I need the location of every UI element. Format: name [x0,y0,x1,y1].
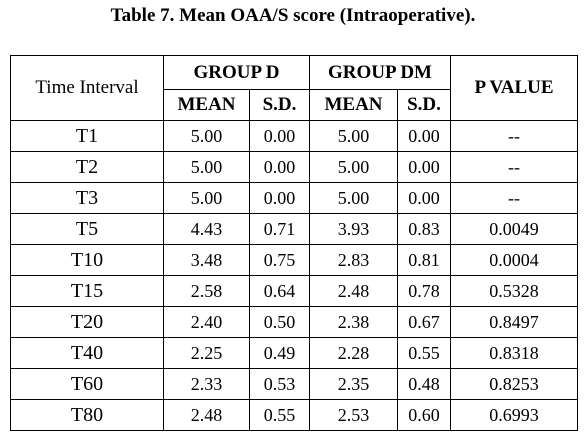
table-row: T80 2.48 0.55 2.53 0.60 0.6993 [10,399,578,431]
group-dm-sd-cell: 0.00 [397,120,451,152]
group-dm-sd-cell: 0.60 [397,399,451,431]
oaas-score-table: Time Interval GROUP D GROUP DM P VALUE M… [10,55,578,431]
group-dm-mean-cell: 2.38 [309,306,398,338]
group-d-mean-cell: 4.43 [163,213,250,245]
column-header-time-interval: Time Interval [10,55,164,121]
p-value-cell: 0.8253 [450,368,578,400]
table-row: T60 2.33 0.53 2.35 0.48 0.8253 [10,368,578,400]
table-row: T2 5.00 0.00 5.00 0.00 -- [10,151,578,183]
column-header-group-d-mean: MEAN [163,89,250,121]
column-header-group-d: GROUP D [163,55,310,90]
column-header-p-value: P VALUE [450,55,578,121]
time-interval-cell: T80 [10,399,164,431]
group-d-sd-cell: 0.00 [249,120,310,152]
time-interval-cell: T2 [10,151,164,183]
group-dm-sd-cell: 0.00 [397,182,451,214]
group-dm-mean-cell: 2.28 [309,337,398,369]
time-interval-cell: T1 [10,120,164,152]
column-header-group-dm-sd: S.D. [397,89,451,121]
group-d-mean-cell: 2.40 [163,306,250,338]
p-value-cell: 0.0004 [450,244,578,276]
p-value-cell: -- [450,182,578,214]
group-dm-sd-cell: 0.67 [397,306,451,338]
group-d-mean-cell: 5.00 [163,182,250,214]
group-dm-mean-cell: 2.48 [309,275,398,307]
group-d-mean-cell: 3.48 [163,244,250,276]
group-d-sd-cell: 0.71 [249,213,310,245]
group-dm-mean-cell: 2.53 [309,399,398,431]
time-interval-cell: T15 [10,275,164,307]
group-d-sd-cell: 0.50 [249,306,310,338]
group-d-sd-cell: 0.49 [249,337,310,369]
group-dm-mean-cell: 3.93 [309,213,398,245]
table-row: T15 2.58 0.64 2.48 0.78 0.5328 [10,275,578,307]
group-dm-mean-cell: 5.00 [309,182,398,214]
group-dm-sd-cell: 0.55 [397,337,451,369]
group-dm-mean-cell: 5.00 [309,120,398,152]
group-d-sd-cell: 0.75 [249,244,310,276]
group-d-sd-cell: 0.55 [249,399,310,431]
p-value-cell: 0.5328 [450,275,578,307]
group-dm-mean-cell: 5.00 [309,151,398,183]
time-interval-cell: T3 [10,182,164,214]
p-value-cell: -- [450,120,578,152]
column-header-group-d-sd: S.D. [249,89,310,121]
group-d-sd-cell: 0.64 [249,275,310,307]
table-row: T1 5.00 0.00 5.00 0.00 -- [10,120,578,152]
group-d-sd-cell: 0.53 [249,368,310,400]
group-d-sd-cell: 0.00 [249,151,310,183]
table-row: T5 4.43 0.71 3.93 0.83 0.0049 [10,213,578,245]
group-d-mean-cell: 2.25 [163,337,250,369]
group-dm-mean-cell: 2.83 [309,244,398,276]
table-row: T10 3.48 0.75 2.83 0.81 0.0004 [10,244,578,276]
group-dm-sd-cell: 0.00 [397,151,451,183]
group-d-mean-cell: 2.33 [163,368,250,400]
group-d-mean-cell: 5.00 [163,151,250,183]
table-row: T20 2.40 0.50 2.38 0.67 0.8497 [10,306,578,338]
group-dm-sd-cell: 0.78 [397,275,451,307]
group-d-mean-cell: 5.00 [163,120,250,152]
group-d-sd-cell: 0.00 [249,182,310,214]
p-value-cell: -- [450,151,578,183]
time-interval-cell: T60 [10,368,164,400]
group-dm-sd-cell: 0.48 [397,368,451,400]
p-value-cell: 0.8497 [450,306,578,338]
p-value-cell: 0.6993 [450,399,578,431]
table-row: T40 2.25 0.49 2.28 0.55 0.8318 [10,337,578,369]
time-interval-cell: T40 [10,337,164,369]
time-interval-cell: T10 [10,244,164,276]
table-row: T3 5.00 0.00 5.00 0.00 -- [10,182,578,214]
p-value-cell: 0.8318 [450,337,578,369]
group-d-mean-cell: 2.58 [163,275,250,307]
group-dm-sd-cell: 0.83 [397,213,451,245]
table-caption: Table 7. Mean OAA/S score (Intraoperativ… [110,5,476,26]
column-header-group-dm-mean: MEAN [309,89,398,121]
time-interval-cell: T20 [10,306,164,338]
group-dm-sd-cell: 0.81 [397,244,451,276]
group-dm-mean-cell: 2.35 [309,368,398,400]
p-value-cell: 0.0049 [450,213,578,245]
time-interval-cell: T5 [10,213,164,245]
group-d-mean-cell: 2.48 [163,399,250,431]
column-header-group-dm: GROUP DM [309,55,451,90]
